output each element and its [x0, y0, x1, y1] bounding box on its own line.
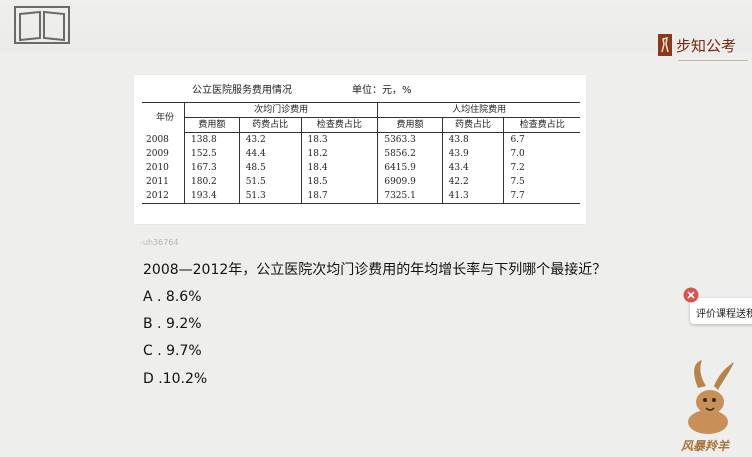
table-cell: 6415.9 — [377, 161, 443, 175]
table-cell: 5363.3 — [377, 132, 443, 147]
table-cell: 51.3 — [238, 189, 302, 204]
cell-year: 2009 — [146, 149, 169, 159]
table-unit: 单位：元，% — [352, 85, 412, 96]
table-cell: 7.2 — [503, 161, 580, 175]
table-cell: 180.2 — [184, 175, 240, 189]
table-cell: 44.4 — [238, 147, 302, 161]
data-table-figure: 公立医院服务费用情况 单位：元，% 年份 次均门诊费用 人均住院费用 费用额 药… — [134, 75, 586, 224]
table-cell: 18.7 — [300, 189, 378, 204]
antelope-mascot-icon — [688, 360, 734, 434]
cell-year: 2010 — [146, 163, 169, 173]
group-header-outpatient: 次均门诊费用 — [183, 102, 378, 118]
data-table: 年份 次均门诊费用 人均住院费用 费用额 药费占比 检查费占比 费用额 药费占比… — [142, 102, 580, 204]
rate-course-button[interactable]: 评价课程送积分 — [690, 298, 752, 324]
brand-logo-icon — [657, 34, 672, 56]
option-d[interactable]: D .10.2% — [143, 371, 208, 387]
year-header: 年份 — [142, 102, 185, 133]
table-cell: 43.4 — [441, 161, 504, 175]
table-cell: 6909.9 — [377, 175, 443, 189]
table-cell: 7.7 — [503, 189, 580, 204]
table-title: 公立医院服务费用情况 — [192, 85, 292, 96]
watermark-text: -uh36764 — [140, 238, 179, 247]
cell-year: 2012 — [142, 189, 185, 204]
table-cell: 193.4 — [184, 189, 240, 204]
table-cell: 7.0 — [503, 147, 580, 161]
table-row: 2010 167.3 48.5 18.4 6415.9 43.4 7.2 — [142, 161, 580, 175]
table-cell: 138.8 — [184, 132, 240, 147]
table-cell: 43.2 — [238, 132, 302, 147]
sub-header: 检查费占比 — [503, 117, 580, 133]
table-cell: 5856.2 — [377, 147, 443, 161]
table-cell: 43.9 — [441, 147, 504, 161]
cell-year: 2008 — [146, 134, 169, 145]
table-cell: 7325.1 — [377, 189, 443, 204]
option-c[interactable]: C . 9.7% — [143, 343, 202, 359]
table-cell: 18.3 — [300, 132, 378, 147]
book-icon[interactable] — [14, 6, 70, 44]
option-a[interactable]: A . 8.6% — [143, 289, 202, 305]
table-cell: 51.5 — [238, 175, 302, 189]
table-cell: 6.7 — [503, 132, 580, 147]
sub-header: 费用额 — [184, 117, 240, 133]
brand-divider — [678, 60, 748, 61]
table-cell: 43.8 — [441, 132, 504, 147]
rate-course-label: 评价课程送积分 — [696, 309, 752, 320]
table-cell: 42.2 — [441, 175, 504, 189]
table-cell: 48.5 — [238, 161, 302, 175]
sub-header: 费用额 — [377, 117, 443, 133]
top-bar — [0, 0, 752, 52]
brand: 步知公考 — [657, 34, 736, 56]
brand-name: 步知公考 — [675, 36, 736, 55]
cell-year: 2011 — [146, 177, 169, 187]
table-cell: 152.5 — [184, 147, 240, 161]
table-row: 2008 138.8 43.2 18.3 5363.3 43.8 6.7 — [142, 132, 580, 147]
group-header-inpatient: 人均住院费用 — [377, 102, 580, 118]
table-row: 2011 180.2 51.5 18.5 6909.9 42.2 7.5 — [142, 175, 580, 189]
option-b[interactable]: B . 9.2% — [143, 316, 202, 332]
close-icon[interactable] — [683, 287, 699, 303]
sub-header: 药费占比 — [238, 117, 302, 133]
table-row: 2009 152.5 44.4 18.2 5856.2 43.9 7.0 — [142, 147, 580, 161]
sub-header: 检查费占比 — [300, 117, 378, 133]
mascot-caption: 风暴羚羊 — [681, 439, 730, 453]
table-cell: 18.4 — [300, 161, 378, 175]
sub-header: 药费占比 — [441, 117, 504, 133]
table-cell: 41.3 — [441, 189, 504, 204]
table-cell: 167.3 — [184, 161, 240, 175]
table-cell: 7.5 — [503, 175, 580, 189]
table-cell: 18.2 — [300, 147, 378, 161]
table-cell: 18.5 — [300, 175, 378, 189]
table-row: 2012 193.4 51.3 18.7 7325.1 41.3 7.7 — [142, 189, 580, 204]
question-text: 2008—2012年，公立医院次均门诊费用的年均增长率与下列哪个最接近？ — [143, 262, 607, 278]
